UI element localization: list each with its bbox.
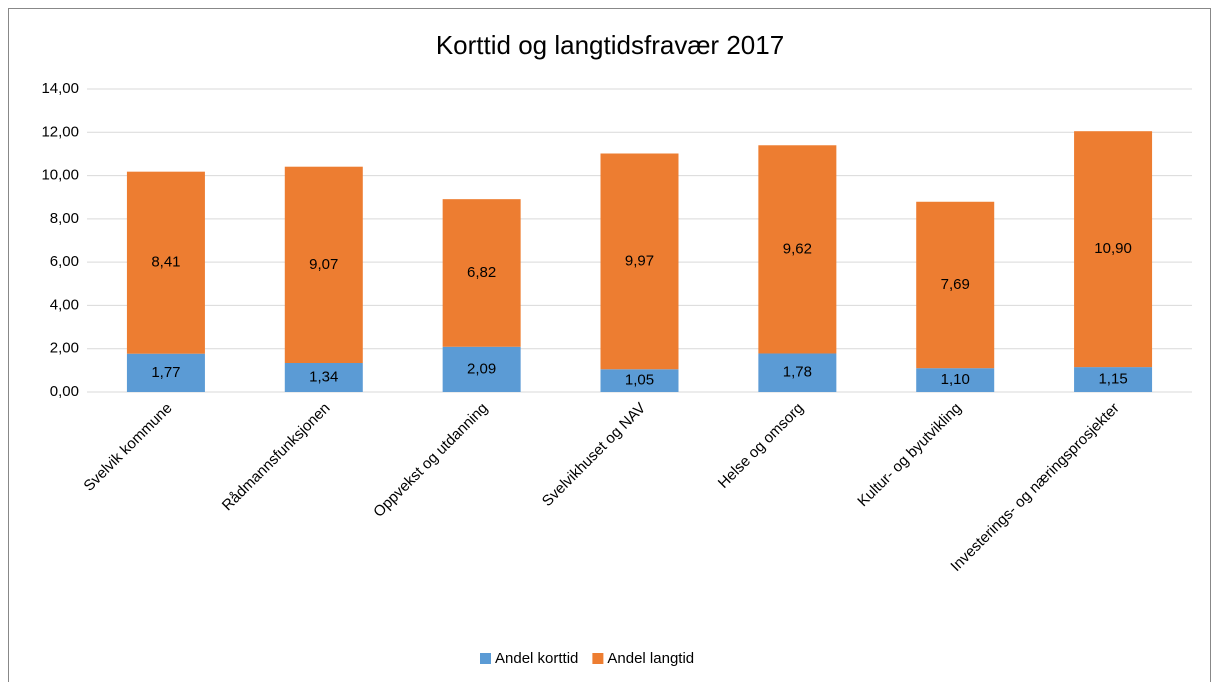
y-tick-label: 4,00 (50, 296, 79, 313)
data-label: 1,34 (309, 368, 338, 385)
data-label: 1,15 (1098, 371, 1127, 388)
bar-segment (916, 201, 995, 369)
data-label: 9,62 (783, 240, 812, 257)
data-label: 9,97 (625, 252, 654, 269)
bar-segment (758, 353, 837, 392)
legend-label: Andel langtid (607, 650, 694, 667)
y-tick-label: 14,00 (41, 80, 79, 97)
data-label: 10,90 (1094, 240, 1132, 257)
y-tick-label: 6,00 (50, 253, 79, 270)
bar-segment (600, 369, 679, 392)
bar-segment (126, 171, 205, 354)
bar-segment (758, 145, 837, 354)
bar-segment (1074, 131, 1153, 368)
legend-label: Andel korttid (495, 650, 578, 667)
data-label: 8,41 (151, 254, 180, 271)
bar-segment (284, 166, 363, 363)
legend-swatch (592, 653, 604, 664)
y-tick-label: 8,00 (50, 210, 79, 227)
y-tick-label: 0,00 (50, 383, 79, 400)
y-tick-label: 10,00 (41, 167, 79, 184)
data-label: 2,09 (467, 360, 496, 377)
bar-segment (600, 153, 679, 370)
chart-title: Korttid og langtidsfravær 2017 (436, 30, 784, 60)
bar-segment (442, 199, 521, 347)
data-label: 6,82 (467, 264, 496, 281)
data-label: 1,78 (783, 364, 812, 381)
y-tick-label: 12,00 (41, 123, 79, 140)
y-tick-label: 2,00 (50, 340, 79, 357)
bar-segment (916, 368, 995, 392)
data-label: 1,77 (151, 364, 180, 381)
bar-segment (284, 362, 363, 392)
data-label: 1,05 (625, 372, 654, 389)
data-label: 9,07 (309, 256, 338, 273)
data-label: 1,10 (941, 371, 970, 388)
bar-segment (1074, 367, 1153, 392)
legend-swatch (480, 653, 491, 664)
data-label: 7,69 (941, 276, 970, 293)
bar-segment (126, 353, 205, 392)
bar-segment (442, 346, 521, 392)
